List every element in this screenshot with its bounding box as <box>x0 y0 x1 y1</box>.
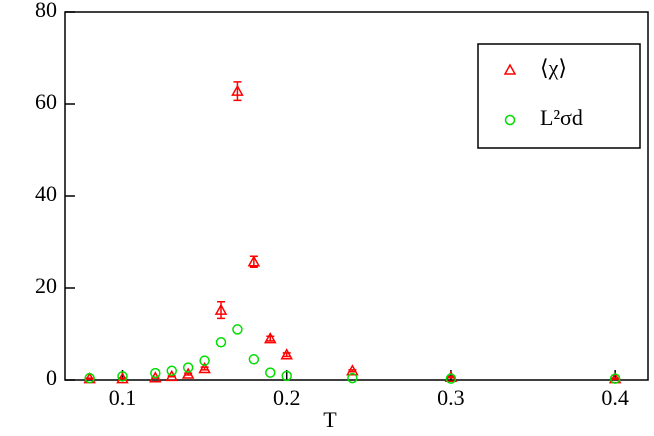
data-point <box>247 255 261 267</box>
error-bar <box>266 335 275 342</box>
data-point <box>117 371 128 382</box>
data-point <box>609 373 621 384</box>
x-axis-label: T <box>323 407 337 432</box>
data-point <box>215 337 227 348</box>
data-point <box>116 372 129 384</box>
y-tick-label: 80 <box>35 0 57 22</box>
legend-label: L²σd <box>540 105 583 130</box>
y-tick-label: 20 <box>35 273 57 298</box>
data-point <box>264 332 277 344</box>
x-tick-label: 0.2 <box>273 385 301 410</box>
data-point <box>165 369 179 382</box>
y-tick-label: 40 <box>35 181 57 206</box>
data-point <box>84 372 95 384</box>
x-tick-label: 0.1 <box>109 385 137 410</box>
data-point <box>231 84 244 96</box>
y-tick-label: 60 <box>35 89 57 114</box>
data-point <box>346 364 359 376</box>
x-tick-label: 0.4 <box>601 385 629 410</box>
y-tick-label: 0 <box>46 365 57 390</box>
data-point <box>198 361 211 374</box>
data-point <box>281 370 292 382</box>
data-point <box>248 354 260 365</box>
data-point <box>181 367 195 379</box>
data-point <box>166 365 177 377</box>
data-point <box>199 355 210 366</box>
data-point <box>214 303 228 315</box>
data-point <box>182 362 194 373</box>
data-point <box>444 370 458 382</box>
legend-label: ⟨χ⟩ <box>540 55 567 80</box>
error-bar <box>282 352 291 358</box>
data-point <box>265 367 276 378</box>
data-point <box>150 367 161 379</box>
legend-symbol <box>504 114 516 126</box>
data-point <box>445 373 457 384</box>
data-point <box>280 348 293 360</box>
data-point <box>347 372 358 384</box>
data-point <box>232 324 243 335</box>
legend-symbol <box>503 63 517 75</box>
legend-box <box>477 43 641 149</box>
x-tick-label: 0.3 <box>437 385 465 410</box>
